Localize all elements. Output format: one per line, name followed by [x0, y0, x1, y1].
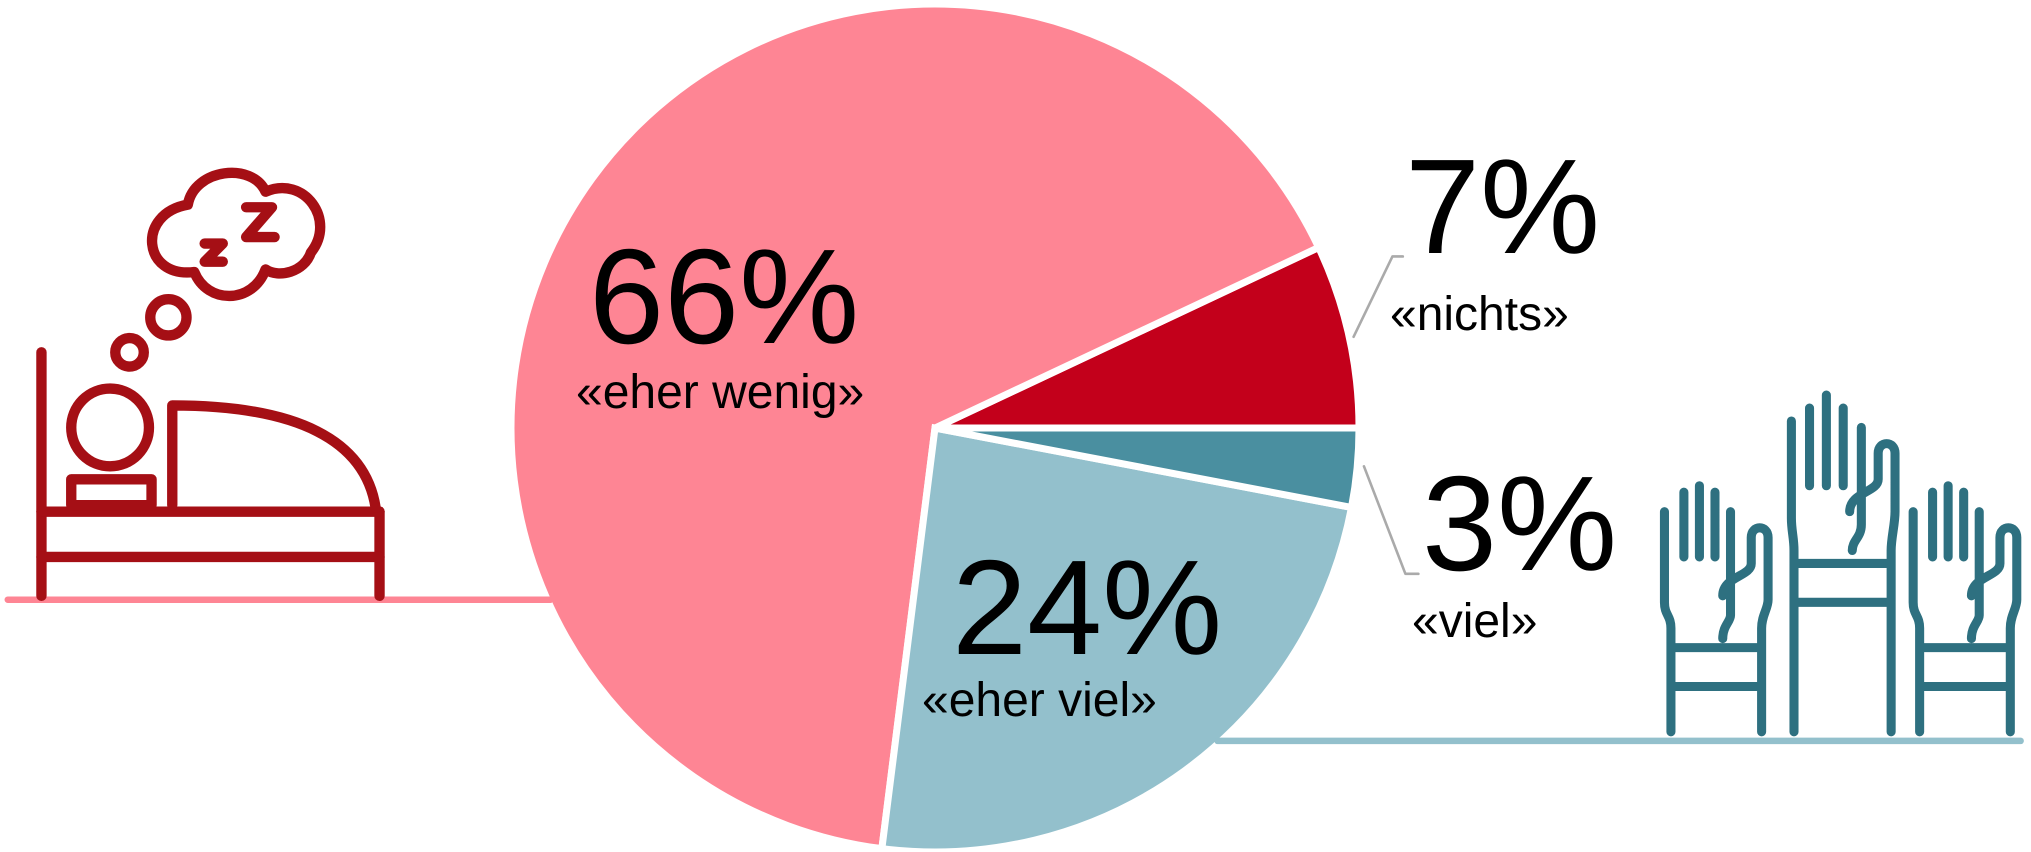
value-label: 24%	[952, 532, 1222, 683]
pie-slice	[877, 423, 1356, 852]
category-label: «nichts»	[1390, 288, 1569, 341]
value-label: 66%	[589, 221, 859, 372]
pie-slice	[507, 0, 1324, 852]
category-label: «eher wenig»	[576, 366, 864, 419]
value-label: 3%	[1422, 448, 1617, 599]
value-label: 7%	[1405, 131, 1600, 282]
hands-icon	[1659, 390, 2022, 737]
decoration	[4, 167, 2024, 745]
bed-icon	[36, 167, 385, 602]
category-label: «eher viel»	[922, 674, 1157, 727]
leader-line	[1362, 465, 1420, 576]
leader-line	[1352, 255, 1405, 339]
pie-slice	[934, 424, 1363, 512]
pie-slice	[933, 242, 1363, 432]
category-label: «viel»	[1412, 595, 1537, 648]
